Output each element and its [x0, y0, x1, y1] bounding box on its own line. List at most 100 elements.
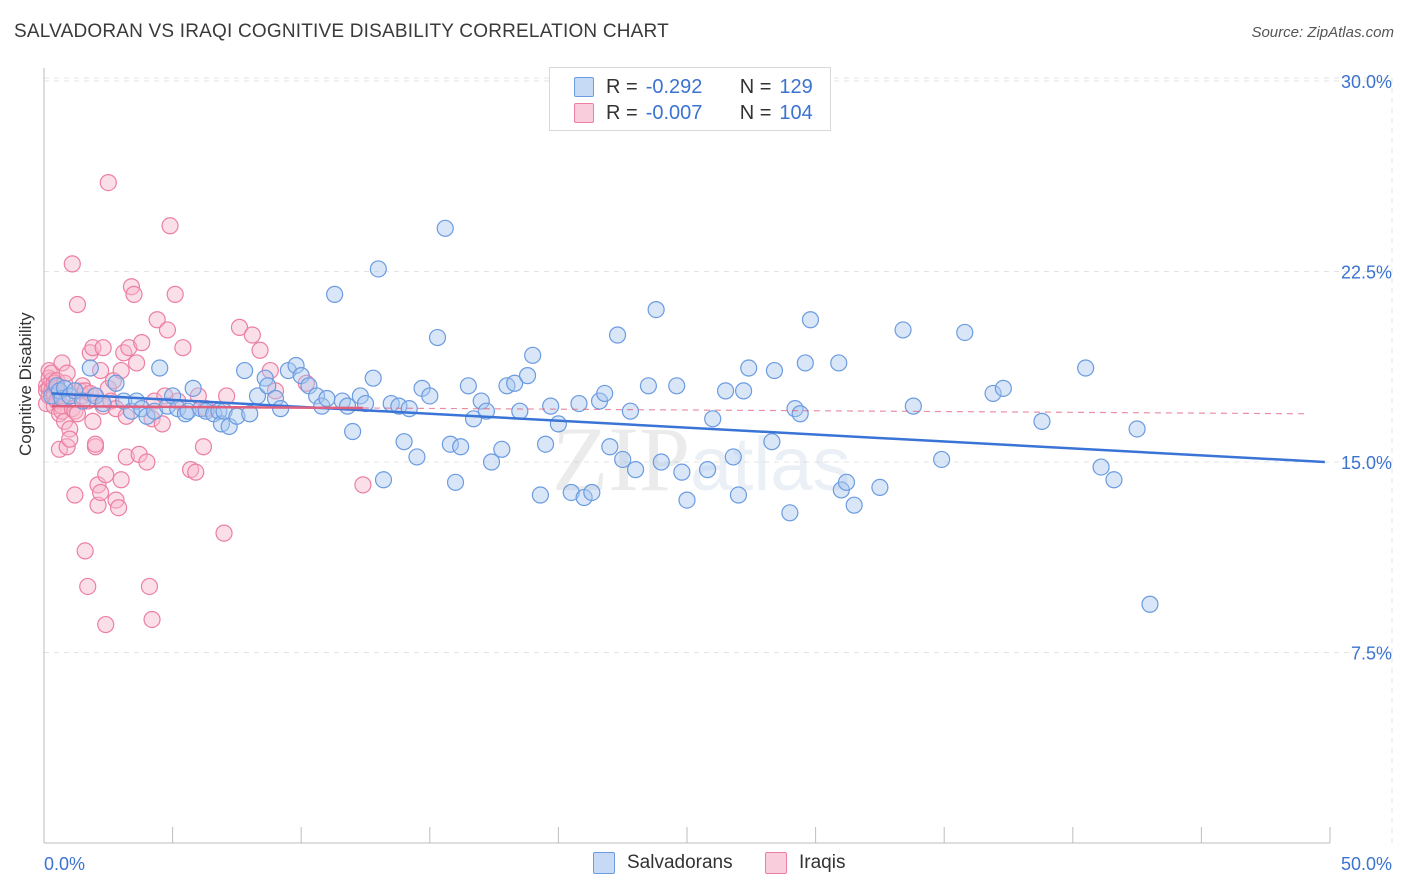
salvadoran-point: [894, 321, 912, 339]
salvadoran-point: [668, 377, 686, 395]
salvadoran-point: [446, 473, 465, 491]
salvadoran-point: [871, 478, 889, 496]
salvadoran-point: [408, 448, 426, 466]
legend-item-salvadorans: Salvadorans: [593, 852, 733, 874]
salvadoran-point: [524, 346, 542, 364]
salvadoran-point: [763, 433, 781, 451]
salvadoran-point: [608, 326, 627, 344]
salvadoran-point: [652, 453, 670, 471]
legend-swatch-pink: [574, 103, 594, 123]
salvadoran-point: [765, 361, 784, 380]
iraqi-point: [115, 344, 133, 362]
salvadorans-points: [43, 219, 1159, 613]
salvadoran-point: [421, 387, 439, 405]
y-tick-label: 22.5%: [1341, 263, 1392, 283]
iraqi-point: [91, 361, 110, 380]
salvadoran-point: [518, 367, 537, 385]
salvadoran-point: [549, 415, 568, 433]
legend-n-label: N =: [739, 75, 772, 98]
salvadoran-point: [639, 377, 658, 395]
salvadoran-point: [94, 394, 112, 413]
iraqi-point: [61, 420, 79, 438]
stats-legend: R = -0.292 N = 129 R = -0.007 N = 104: [549, 67, 831, 131]
legend-n-value: 104: [779, 101, 813, 124]
x-tick-labels: 0.0% 50.0%: [44, 854, 1392, 874]
chart-source: Source: ZipAtlas.com: [1251, 24, 1394, 41]
salvadoran-point: [452, 438, 470, 456]
salvadoran-point: [506, 374, 524, 392]
trend-lines: [51, 392, 1325, 464]
salvadoran-point: [596, 384, 614, 403]
salvadoran-point: [734, 382, 753, 400]
iraqi-point: [143, 610, 161, 629]
salvadoran-point: [626, 461, 645, 479]
salvadoran-point: [395, 433, 413, 451]
salvadoran-point: [729, 486, 748, 504]
salvadoran-point: [482, 453, 501, 471]
salvadoran-point: [740, 359, 758, 377]
salvadoran-point: [1105, 471, 1123, 489]
salvadoran-point: [151, 359, 169, 377]
salvadoran-point: [308, 387, 326, 405]
iraqi-point: [97, 466, 115, 484]
iraqi-point: [53, 354, 71, 372]
iraqi-point: [94, 339, 112, 357]
salvadoran-point: [493, 440, 511, 458]
iraqi-point: [66, 486, 84, 504]
salvadoran-point: [845, 496, 863, 514]
salvadoran-point: [390, 397, 408, 415]
salvadoran-point: [994, 379, 1012, 397]
salvadoran-point: [259, 377, 277, 395]
salvadoran-point: [601, 438, 619, 456]
iraqi-point: [148, 311, 166, 329]
legend-item-label: Salvadorans: [627, 852, 733, 873]
salvadoran-point: [1092, 458, 1110, 476]
salvadoran-point: [614, 450, 632, 469]
salvadoran-point: [984, 384, 1002, 403]
salvadoran-point: [621, 402, 640, 420]
iraqi-point: [109, 499, 128, 517]
salvadoran-point: [647, 301, 665, 319]
x-tick-label: 0.0%: [44, 854, 85, 874]
salvadoran-point: [791, 405, 809, 423]
salvadoran-point: [704, 410, 722, 428]
salvadoran-point: [511, 402, 529, 420]
salvadoran-point: [81, 359, 99, 377]
salvadorans-trend-line: [51, 392, 1325, 464]
iraqi-point: [63, 255, 81, 273]
iraqi-point: [86, 435, 105, 453]
iraqi-point: [76, 542, 94, 560]
salvadoran-point: [1128, 420, 1146, 438]
salvadoran-point: [236, 361, 254, 380]
salvadoran-point: [107, 374, 125, 392]
salvadoran-point: [1077, 359, 1095, 377]
iraqi-point: [97, 615, 115, 634]
legend-row-iraqis: R = -0.007 N = 104: [574, 101, 813, 125]
salvadoran-point: [1141, 595, 1159, 613]
legend-r-label: R =: [606, 101, 638, 124]
iraqi-point: [91, 483, 110, 502]
salvadoran-point: [830, 354, 848, 372]
legend-swatch-pink: [765, 852, 787, 874]
iraqi-point: [117, 448, 135, 466]
iraqis-trend-line: [51, 404, 363, 410]
salvadoran-point: [698, 461, 717, 479]
salvadoran-point: [344, 422, 362, 441]
salvadoran-point: [562, 483, 580, 502]
salvadoran-point: [184, 379, 202, 397]
iraqi-point: [243, 326, 261, 344]
salvadoran-point: [287, 356, 305, 375]
salvadoran-point: [369, 260, 387, 278]
iraqi-point: [158, 321, 177, 339]
legend-r-value: -0.292: [645, 75, 703, 98]
iraqi-point: [251, 341, 269, 359]
salvadoran-point: [801, 311, 820, 329]
salvadoran-point: [531, 486, 549, 504]
legend-item-label: Iraqis: [799, 852, 846, 873]
salvadoran-point: [374, 471, 393, 489]
y-axis-label: Cognitive Disability: [16, 312, 35, 456]
x-tick-label: 50.0%: [1341, 854, 1392, 874]
salvadoran-point: [570, 394, 588, 413]
salvadoran-point: [472, 392, 490, 410]
